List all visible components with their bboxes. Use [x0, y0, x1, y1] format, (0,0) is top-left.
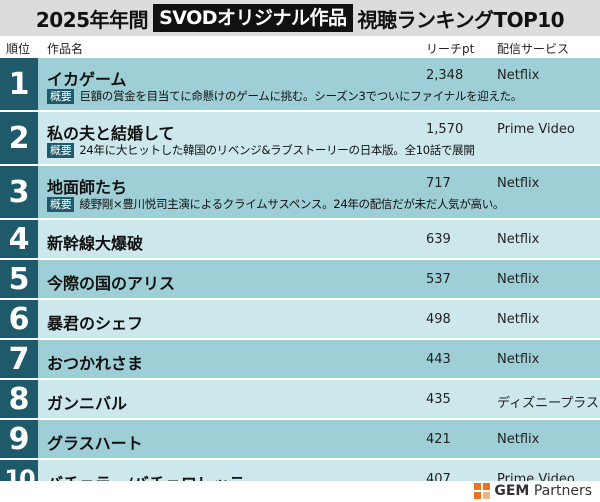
row-reach: 537: [426, 272, 451, 287]
rank-number: 9: [0, 420, 38, 458]
row-title: ガンニバル: [47, 394, 128, 413]
row-service: Netflix: [497, 432, 540, 447]
rank-number: 6: [0, 300, 38, 338]
description-tag: 概要: [47, 143, 75, 158]
table-row: 7 おつかれさま 443 Netflix: [0, 340, 600, 378]
rank-number: 2: [0, 112, 38, 164]
col-rank: 順位: [6, 42, 31, 56]
row-reach: 717: [426, 176, 451, 191]
description-tag: 概要: [47, 89, 75, 104]
title-box: SVODオリジナル作品: [153, 4, 353, 32]
row-service: Netflix: [497, 312, 540, 327]
gem-partners-logo: GEM Partners: [474, 483, 592, 499]
row-reach: 639: [426, 232, 451, 247]
row-title: グラスハート: [47, 434, 143, 453]
row-title: 今際の国のアリス: [47, 274, 176, 293]
row-title: おつかれさま: [47, 354, 144, 373]
table-row: 1 イカゲーム 2,348 Netflix 概要 巨額の賞金を目当てに命懸けのゲームに挑む…: [0, 58, 600, 110]
rank-number: 1: [0, 58, 38, 110]
rank-number: 8: [0, 380, 38, 418]
table-row: 3 地面師たち 717 Netflix 概要 綾野剛×豊川悦司主演によるクライムサスペンス…: [0, 166, 600, 218]
description-tag: 概要: [47, 197, 75, 212]
row-service: Prime Video: [497, 122, 575, 137]
column-header: 順位 作品名 リーチpt 配信サービス: [0, 36, 600, 58]
row-title: 私の夫と結婚して: [47, 124, 175, 143]
table-row: 9 グラスハート 421 Netflix: [0, 420, 600, 458]
table-row: 4 新幹線大爆破 639 Netflix: [0, 220, 600, 258]
row-service: Netflix: [497, 272, 540, 287]
rank-number: 3: [0, 166, 38, 218]
row-title: 新幹線大爆破: [47, 234, 144, 253]
rank-number: 4: [0, 220, 38, 258]
logo-mark-icon: [474, 483, 491, 499]
row-service: Netflix: [497, 176, 540, 191]
description-text: 綾野剛×豊川悦司主演によるクライムサスペンス。24年の配信だが未だ人気が高い。: [79, 197, 505, 211]
row-service: Netflix: [497, 352, 540, 367]
row-reach: 2,348: [426, 68, 464, 83]
row-reach: 443: [426, 352, 451, 367]
row-service: ディズニープラス: [497, 396, 600, 411]
description-text: 巨額の賞金を目当てに命懸けのゲームに挑む。シーズン3でついにファイナルを迎えた。: [79, 89, 523, 103]
row-reach: 498: [426, 312, 451, 327]
page-title: 2025年年間 SVODオリジナル作品 視聴ランキングTOP10: [0, 0, 600, 36]
title-right: 視聴ランキングTOP10: [357, 7, 565, 32]
row-reach: 1,570: [426, 122, 464, 137]
col-service: 配信サービス: [497, 42, 570, 56]
row-title: イカゲーム: [47, 70, 127, 89]
logo-text: GEM Partners: [494, 483, 592, 499]
title-left: 2025年年間: [35, 7, 149, 32]
col-title: 作品名: [47, 42, 84, 56]
footer: GEM Partners: [0, 481, 600, 502]
table-row: 5 今際の国のアリス 537 Netflix: [0, 260, 600, 298]
description-text: 24年に大ヒットした韓国のリベンジ&ラブストーリーの日本版。全10話で展開: [79, 143, 475, 157]
rank-number: 5: [0, 260, 38, 298]
table-row: 6 暴君のシェフ 498 Netflix: [0, 300, 600, 338]
table-row: 2 私の夫と結婚して 1,570 Prime Video 概要 24年に大ヒットした韓国の…: [0, 112, 600, 164]
table-row: 8 ガンニバル 435 ディズニープラス: [0, 380, 600, 418]
row-title: 暴君のシェフ: [47, 314, 144, 333]
row-service: Netflix: [497, 68, 540, 83]
row-description: 概要 綾野剛×豊川悦司主演によるクライムサスペンス。24年の配信だが未だ人気が高い…: [47, 196, 504, 212]
row-reach: 421: [426, 432, 451, 447]
row-reach: 435: [426, 392, 451, 407]
rank-number: 7: [0, 340, 38, 378]
col-reach: リーチpt: [426, 42, 475, 56]
row-service: Netflix: [497, 232, 540, 247]
row-description: 概要 24年に大ヒットした韓国のリベンジ&ラブストーリーの日本版。全10話で展開: [47, 142, 475, 158]
row-description: 概要 巨額の賞金を目当てに命懸けのゲームに挑む。シーズン3でついにファイナルを迎え…: [47, 88, 522, 104]
row-title: 地面師たち: [47, 178, 128, 197]
